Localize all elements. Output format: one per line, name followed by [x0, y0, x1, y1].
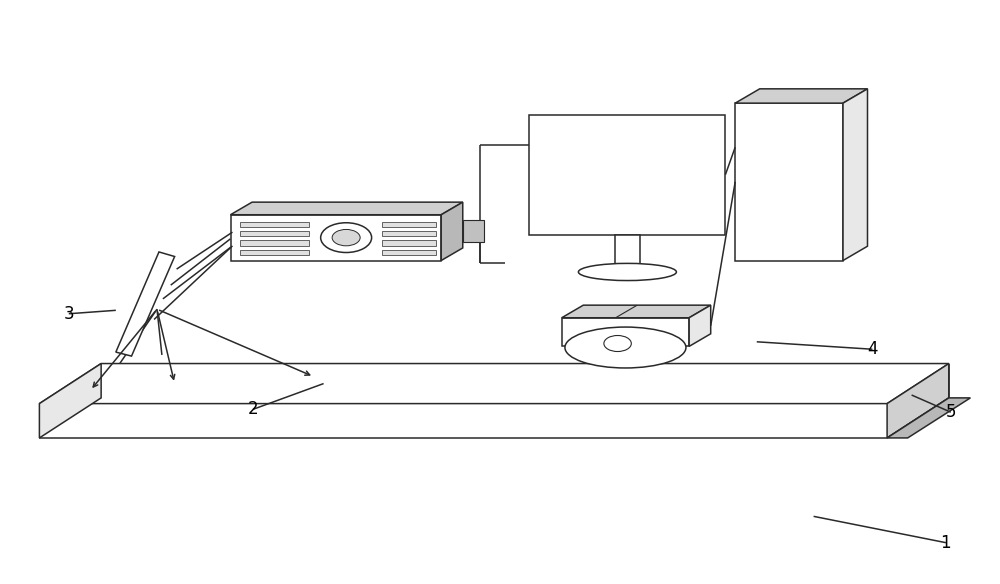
Polygon shape — [529, 114, 725, 235]
Polygon shape — [562, 305, 711, 318]
Ellipse shape — [578, 263, 676, 280]
Polygon shape — [689, 305, 711, 346]
Polygon shape — [240, 249, 309, 255]
Text: 1: 1 — [941, 534, 951, 552]
Polygon shape — [39, 363, 949, 404]
Polygon shape — [735, 103, 843, 260]
Polygon shape — [615, 235, 640, 266]
Polygon shape — [562, 318, 689, 346]
Polygon shape — [240, 241, 309, 246]
Polygon shape — [240, 231, 309, 237]
Polygon shape — [116, 252, 175, 356]
Circle shape — [321, 223, 372, 252]
Polygon shape — [887, 363, 949, 438]
Polygon shape — [463, 220, 484, 242]
Polygon shape — [39, 363, 101, 438]
Polygon shape — [382, 241, 436, 246]
Polygon shape — [441, 202, 463, 260]
Polygon shape — [230, 202, 463, 215]
Text: 5: 5 — [946, 403, 956, 421]
Text: 2: 2 — [248, 400, 258, 418]
Polygon shape — [382, 222, 436, 227]
Polygon shape — [735, 89, 868, 103]
Circle shape — [604, 335, 631, 352]
Polygon shape — [230, 215, 441, 260]
Polygon shape — [843, 89, 868, 260]
Ellipse shape — [565, 327, 686, 368]
Polygon shape — [382, 231, 436, 237]
Polygon shape — [240, 222, 309, 227]
Polygon shape — [887, 398, 970, 438]
Text: 3: 3 — [63, 305, 74, 323]
Polygon shape — [382, 249, 436, 255]
Circle shape — [332, 230, 360, 246]
Text: 4: 4 — [867, 340, 878, 358]
